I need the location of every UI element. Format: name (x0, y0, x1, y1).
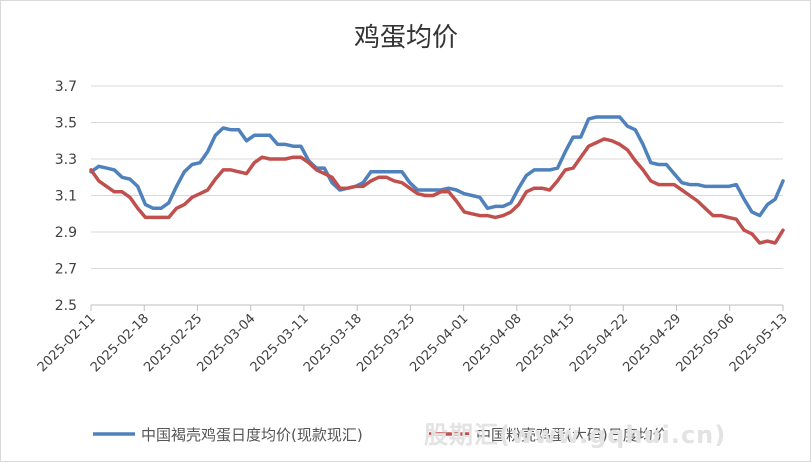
y-tick-label: 2.5 (55, 298, 77, 314)
series-lines (89, 115, 785, 245)
y-tick-label: 2.7 (55, 262, 77, 278)
y-axis-ticks: 2.5 2.7 2.9 3.1 3.3 3.5 3.7 (55, 79, 77, 314)
legend-label-1: 中国褐壳鸡蛋日度均价(现款现汇) (141, 426, 363, 444)
legend: 中国褐壳鸡蛋日度均价(现款现汇) 中国粉壳鸡蛋(大码)日度均价 (93, 426, 668, 444)
watermark: 股期汇(www.gqhui.cn) (424, 421, 726, 449)
y-tick-label: 3.3 (55, 152, 77, 168)
x-axis: 2025-02-112025-02-182025-02-252025-03-04… (35, 304, 791, 375)
legend-label-2: 中国粉壳鸡蛋(大码)日度均价 (476, 426, 668, 444)
y-tick-label: 3.5 (55, 116, 77, 132)
y-tick-label: 3.7 (55, 79, 77, 95)
gridlines (91, 85, 783, 306)
series-line-2 (89, 137, 785, 245)
series-line-1 (89, 115, 785, 218)
y-tick-label: 3.1 (55, 189, 77, 205)
y-tick-label: 2.9 (55, 225, 77, 241)
chart-title: 鸡蛋均价 (354, 23, 458, 53)
